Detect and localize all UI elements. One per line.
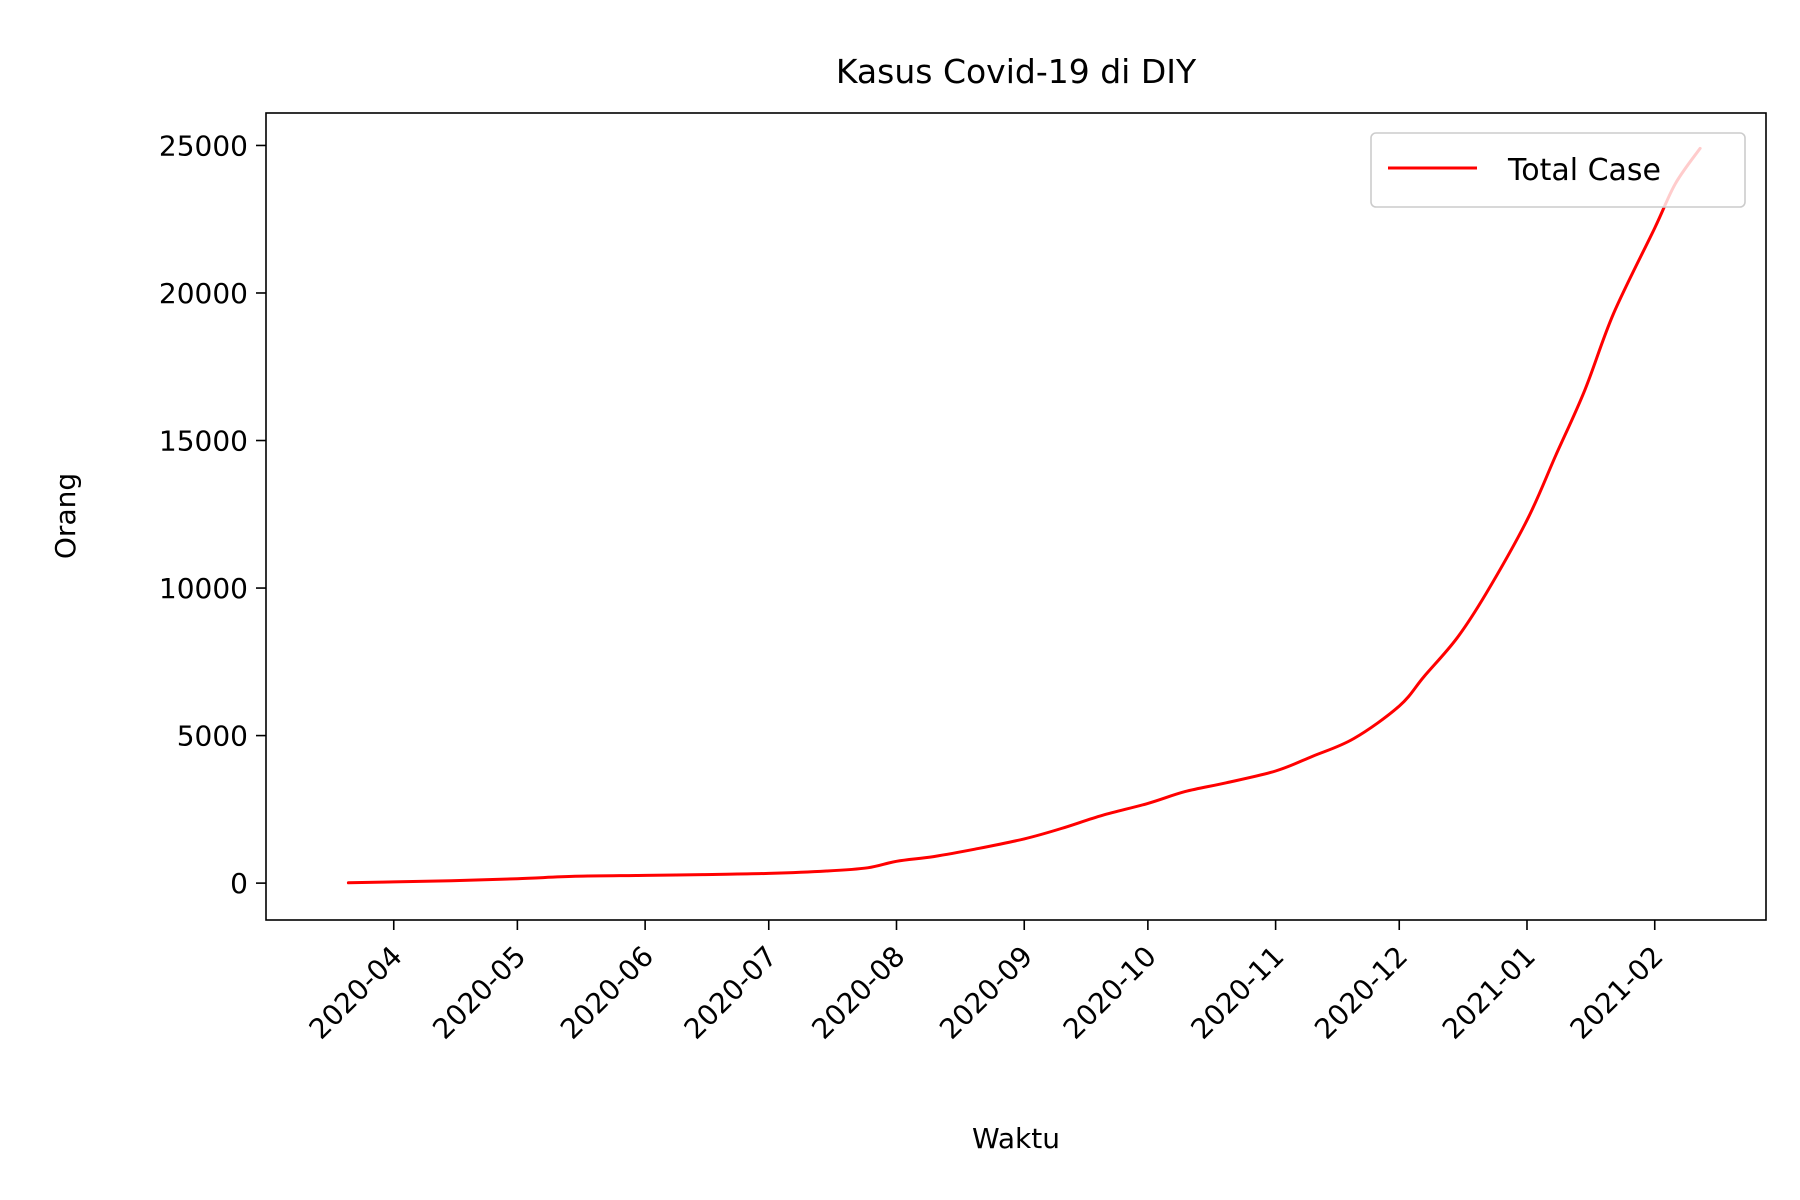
data-point — [895, 860, 898, 863]
data-point — [866, 867, 869, 869]
x-tick-label: 2020-07 — [678, 940, 784, 1046]
y-axis-label: Orang — [49, 473, 82, 559]
legend: Total Case — [1370, 132, 1746, 208]
plot-frame — [265, 112, 1767, 921]
data-point — [1184, 790, 1186, 793]
y-tick-label: 5000 — [177, 720, 248, 753]
data-point — [1311, 755, 1314, 757]
data-point — [644, 874, 646, 877]
x-tick-label: 2020-04 — [303, 940, 409, 1046]
x-tick-label: 2020-11 — [1184, 940, 1290, 1046]
data-point — [347, 882, 350, 884]
x-tick-label: 2021-02 — [1564, 940, 1670, 1046]
x-tick-label: 2020-06 — [554, 940, 660, 1046]
legend-label-total-case: Total Case — [1507, 153, 1661, 188]
data-point — [1225, 782, 1227, 784]
x-tick-label: 2020-10 — [1057, 940, 1163, 1046]
data-point — [1583, 389, 1586, 392]
x-tick-label: 2020-09 — [933, 940, 1039, 1046]
data-point — [1485, 593, 1487, 595]
data-point — [1060, 827, 1063, 830]
chart-title: Kasus Covid-19 di DIY — [836, 52, 1197, 91]
x-tick-label: 2020-05 — [426, 940, 532, 1046]
x-axis-ticks: 2020-04 2020-05 2020-06 2020-07 2020-08 2020-… — [303, 920, 1670, 1046]
data-point — [516, 877, 519, 880]
data-point — [1423, 675, 1425, 678]
legend-box — [1370, 132, 1746, 208]
data-point — [1612, 312, 1615, 315]
y-tick-label: 20000 — [159, 277, 248, 310]
data-point — [1147, 802, 1149, 805]
data-point — [1023, 838, 1025, 840]
data-point — [1274, 770, 1277, 772]
data-point — [702, 873, 704, 876]
y-axis-ticks: 0 5000 10000 15000 20000 25000 — [159, 129, 266, 900]
y-tick-label: 0 — [230, 867, 248, 900]
data-point — [1555, 454, 1557, 457]
data-point — [574, 875, 576, 878]
data-point — [974, 848, 976, 850]
x-tick-label: 2020-08 — [805, 940, 911, 1046]
data-point — [450, 880, 453, 882]
data-point — [392, 881, 395, 883]
x-axis-label: Waktu — [972, 1122, 1060, 1155]
data-point — [1101, 814, 1104, 817]
y-tick-label: 15000 — [159, 425, 248, 458]
x-tick-label: 2021-01 — [1436, 940, 1542, 1046]
data-point — [1653, 227, 1656, 229]
data-point — [767, 872, 770, 875]
data-point — [1353, 737, 1355, 740]
plot-area — [266, 113, 1766, 920]
y-tick-label: 10000 — [159, 572, 248, 605]
x-tick-label: 2020-12 — [1308, 940, 1414, 1046]
y-tick-label: 25000 — [159, 129, 248, 162]
data-point — [1526, 519, 1528, 521]
data-point — [825, 870, 828, 872]
data-point — [1456, 637, 1458, 639]
data-point — [1398, 705, 1400, 707]
data-point — [932, 855, 935, 858]
